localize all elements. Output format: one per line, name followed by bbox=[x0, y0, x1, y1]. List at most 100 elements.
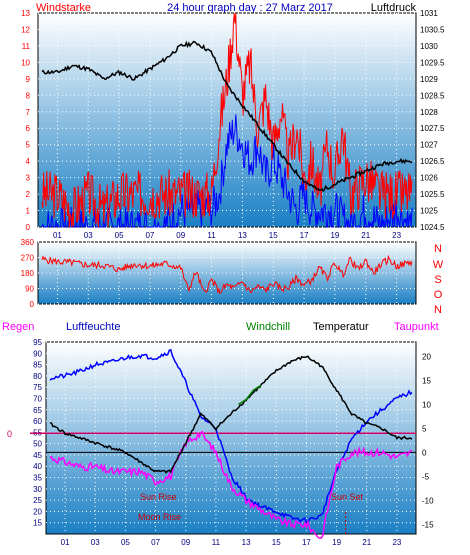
wind-direction-series bbox=[41, 254, 413, 295]
moon-rise-label: Moon Rise bbox=[138, 512, 181, 522]
legend-temperature: Temperatur bbox=[313, 321, 369, 333]
pressure-tick-label: 1025.5 bbox=[420, 190, 445, 199]
temperature-tick-label: 0 bbox=[422, 448, 427, 457]
x-tick-label: 13 bbox=[242, 538, 251, 547]
pressure-tick-label: 1026 bbox=[420, 174, 438, 183]
wind-tick-label: 13 bbox=[21, 9, 30, 18]
temperature-tick-label: -5 bbox=[422, 472, 430, 481]
humidity-tick-label: 45 bbox=[33, 451, 42, 460]
x-tick-label: 11 bbox=[207, 231, 216, 240]
wind-tick-label: 10 bbox=[21, 58, 30, 67]
x-tick-label: 11 bbox=[212, 538, 221, 547]
x-tick-label: 13 bbox=[238, 231, 247, 240]
pressure-tick-label: 1025 bbox=[420, 207, 438, 216]
pressure-right-ticks: 1024.5 1025 1025.5 1026 1026.5 1027 1027.5 1028… bbox=[420, 9, 445, 232]
wind-axis-title: Windstarke bbox=[36, 2, 91, 14]
temperature-humidity-series bbox=[30, 348, 416, 539]
wind-pressure-series bbox=[41, 12, 413, 229]
temperature-tick-label: -15 bbox=[422, 520, 434, 529]
x-tick-label: 21 bbox=[361, 231, 370, 240]
wind-tick-label: 11 bbox=[22, 42, 31, 51]
pressure-tick-label: 1030.5 bbox=[420, 25, 445, 34]
temperature-x-ticks: 01 03 05 07 09 11 13 15 17 19 21 23 bbox=[61, 538, 402, 547]
direction-tick-label: 90 bbox=[25, 285, 34, 294]
wind-tick-label: 9 bbox=[26, 75, 31, 84]
x-tick-label: 19 bbox=[332, 538, 341, 547]
x-tick-label: 15 bbox=[272, 538, 281, 547]
temperature-tick-label: -10 bbox=[422, 496, 434, 505]
x-tick-label: 19 bbox=[330, 231, 339, 240]
x-tick-label: 05 bbox=[121, 538, 130, 547]
humidity-tick-label: 90 bbox=[33, 349, 42, 358]
humidity-tick-label: 35 bbox=[33, 474, 42, 483]
humidity-tick-label: 85 bbox=[33, 361, 42, 370]
dewpoint-series-line bbox=[49, 430, 412, 539]
page-title: 24 hour graph day : 27 Marz 2017 bbox=[167, 2, 333, 14]
temperature-tick-label: 20 bbox=[422, 352, 431, 361]
wind-tick-label: 2 bbox=[26, 190, 31, 199]
x-tick-label: 09 bbox=[176, 231, 185, 240]
direction-left-ticks: 0 90 180 270 360 bbox=[21, 238, 35, 309]
x-tick-label: 07 bbox=[145, 231, 154, 240]
humidity-tick-label: 50 bbox=[33, 440, 42, 449]
x-tick-label: 03 bbox=[84, 231, 93, 240]
wind-tick-label: 6 bbox=[26, 124, 31, 133]
humidity-tick-label: 75 bbox=[33, 383, 42, 392]
x-tick-label: 05 bbox=[115, 231, 124, 240]
wind-tick-label: 8 bbox=[26, 91, 31, 100]
pressure-tick-label: 1030 bbox=[420, 42, 438, 51]
wind-x-ticks: 01 03 05 07 09 11 13 15 17 19 21 23 bbox=[53, 231, 402, 240]
temperature-humidity-grid bbox=[46, 341, 416, 534]
pressure-tick-label: 1028 bbox=[420, 108, 438, 117]
legend-humidity: Luftfeuchte bbox=[66, 321, 120, 333]
wind-series-line bbox=[41, 12, 413, 228]
direction-label-s: S bbox=[434, 274, 441, 286]
legend-rain: Regen bbox=[2, 321, 34, 333]
x-tick-label: 03 bbox=[91, 538, 100, 547]
x-tick-label: 07 bbox=[151, 538, 160, 547]
x-tick-label: 01 bbox=[53, 231, 62, 240]
temperature-tick-label: 5 bbox=[422, 424, 427, 433]
legend-dewpoint: Taupunkt bbox=[394, 321, 439, 333]
humidity-tick-label: 40 bbox=[33, 462, 42, 471]
wind-direction-panel: 0 90 180 270 360 N W S O N bbox=[21, 238, 444, 316]
direction-tick-label: 360 bbox=[21, 238, 35, 247]
temperature-tick-label: 10 bbox=[422, 400, 431, 409]
wind-tick-label: 3 bbox=[26, 174, 31, 183]
wind-tick-label: 0 bbox=[26, 223, 31, 232]
pressure-tick-label: 1028.5 bbox=[420, 91, 445, 100]
direction-tick-label: 270 bbox=[21, 254, 35, 263]
pressure-tick-label: 1027 bbox=[420, 141, 438, 150]
direction-tick-label: 180 bbox=[21, 269, 35, 278]
pressure-axis-title: Luftdruck bbox=[371, 2, 417, 14]
wind-tick-label: 12 bbox=[21, 25, 30, 34]
humidity-series-line bbox=[49, 348, 413, 524]
pressure-tick-label: 1027.5 bbox=[420, 124, 445, 133]
x-tick-label: 09 bbox=[181, 538, 190, 547]
direction-tick-label: 0 bbox=[30, 300, 35, 309]
humidity-tick-label: 60 bbox=[33, 417, 42, 426]
rain-zero-label: 0 bbox=[7, 429, 12, 439]
x-tick-label: 01 bbox=[61, 538, 70, 547]
pressure-series-line bbox=[41, 40, 413, 193]
temperature-right-ticks: -15 -10 -5 0 5 10 15 20 bbox=[422, 352, 434, 529]
humidity-tick-label: 95 bbox=[33, 338, 42, 347]
pressure-tick-label: 1029 bbox=[420, 75, 438, 84]
direction-series-line bbox=[41, 254, 413, 295]
legend-windchill: Windchill bbox=[246, 321, 290, 333]
humidity-tick-label: 65 bbox=[33, 406, 42, 415]
x-tick-label: 17 bbox=[300, 231, 309, 240]
direction-label-n-bottom: N bbox=[434, 304, 442, 316]
sun-rise-label: Sun Rise bbox=[140, 492, 177, 502]
humidity-tick-label: 20 bbox=[33, 507, 42, 516]
x-tick-label: 15 bbox=[269, 231, 278, 240]
humidity-tick-label: 25 bbox=[33, 496, 42, 505]
x-tick-label: 17 bbox=[302, 538, 311, 547]
x-tick-label: 21 bbox=[362, 538, 371, 547]
humidity-tick-label: 30 bbox=[33, 485, 42, 494]
x-tick-label: 23 bbox=[392, 231, 401, 240]
